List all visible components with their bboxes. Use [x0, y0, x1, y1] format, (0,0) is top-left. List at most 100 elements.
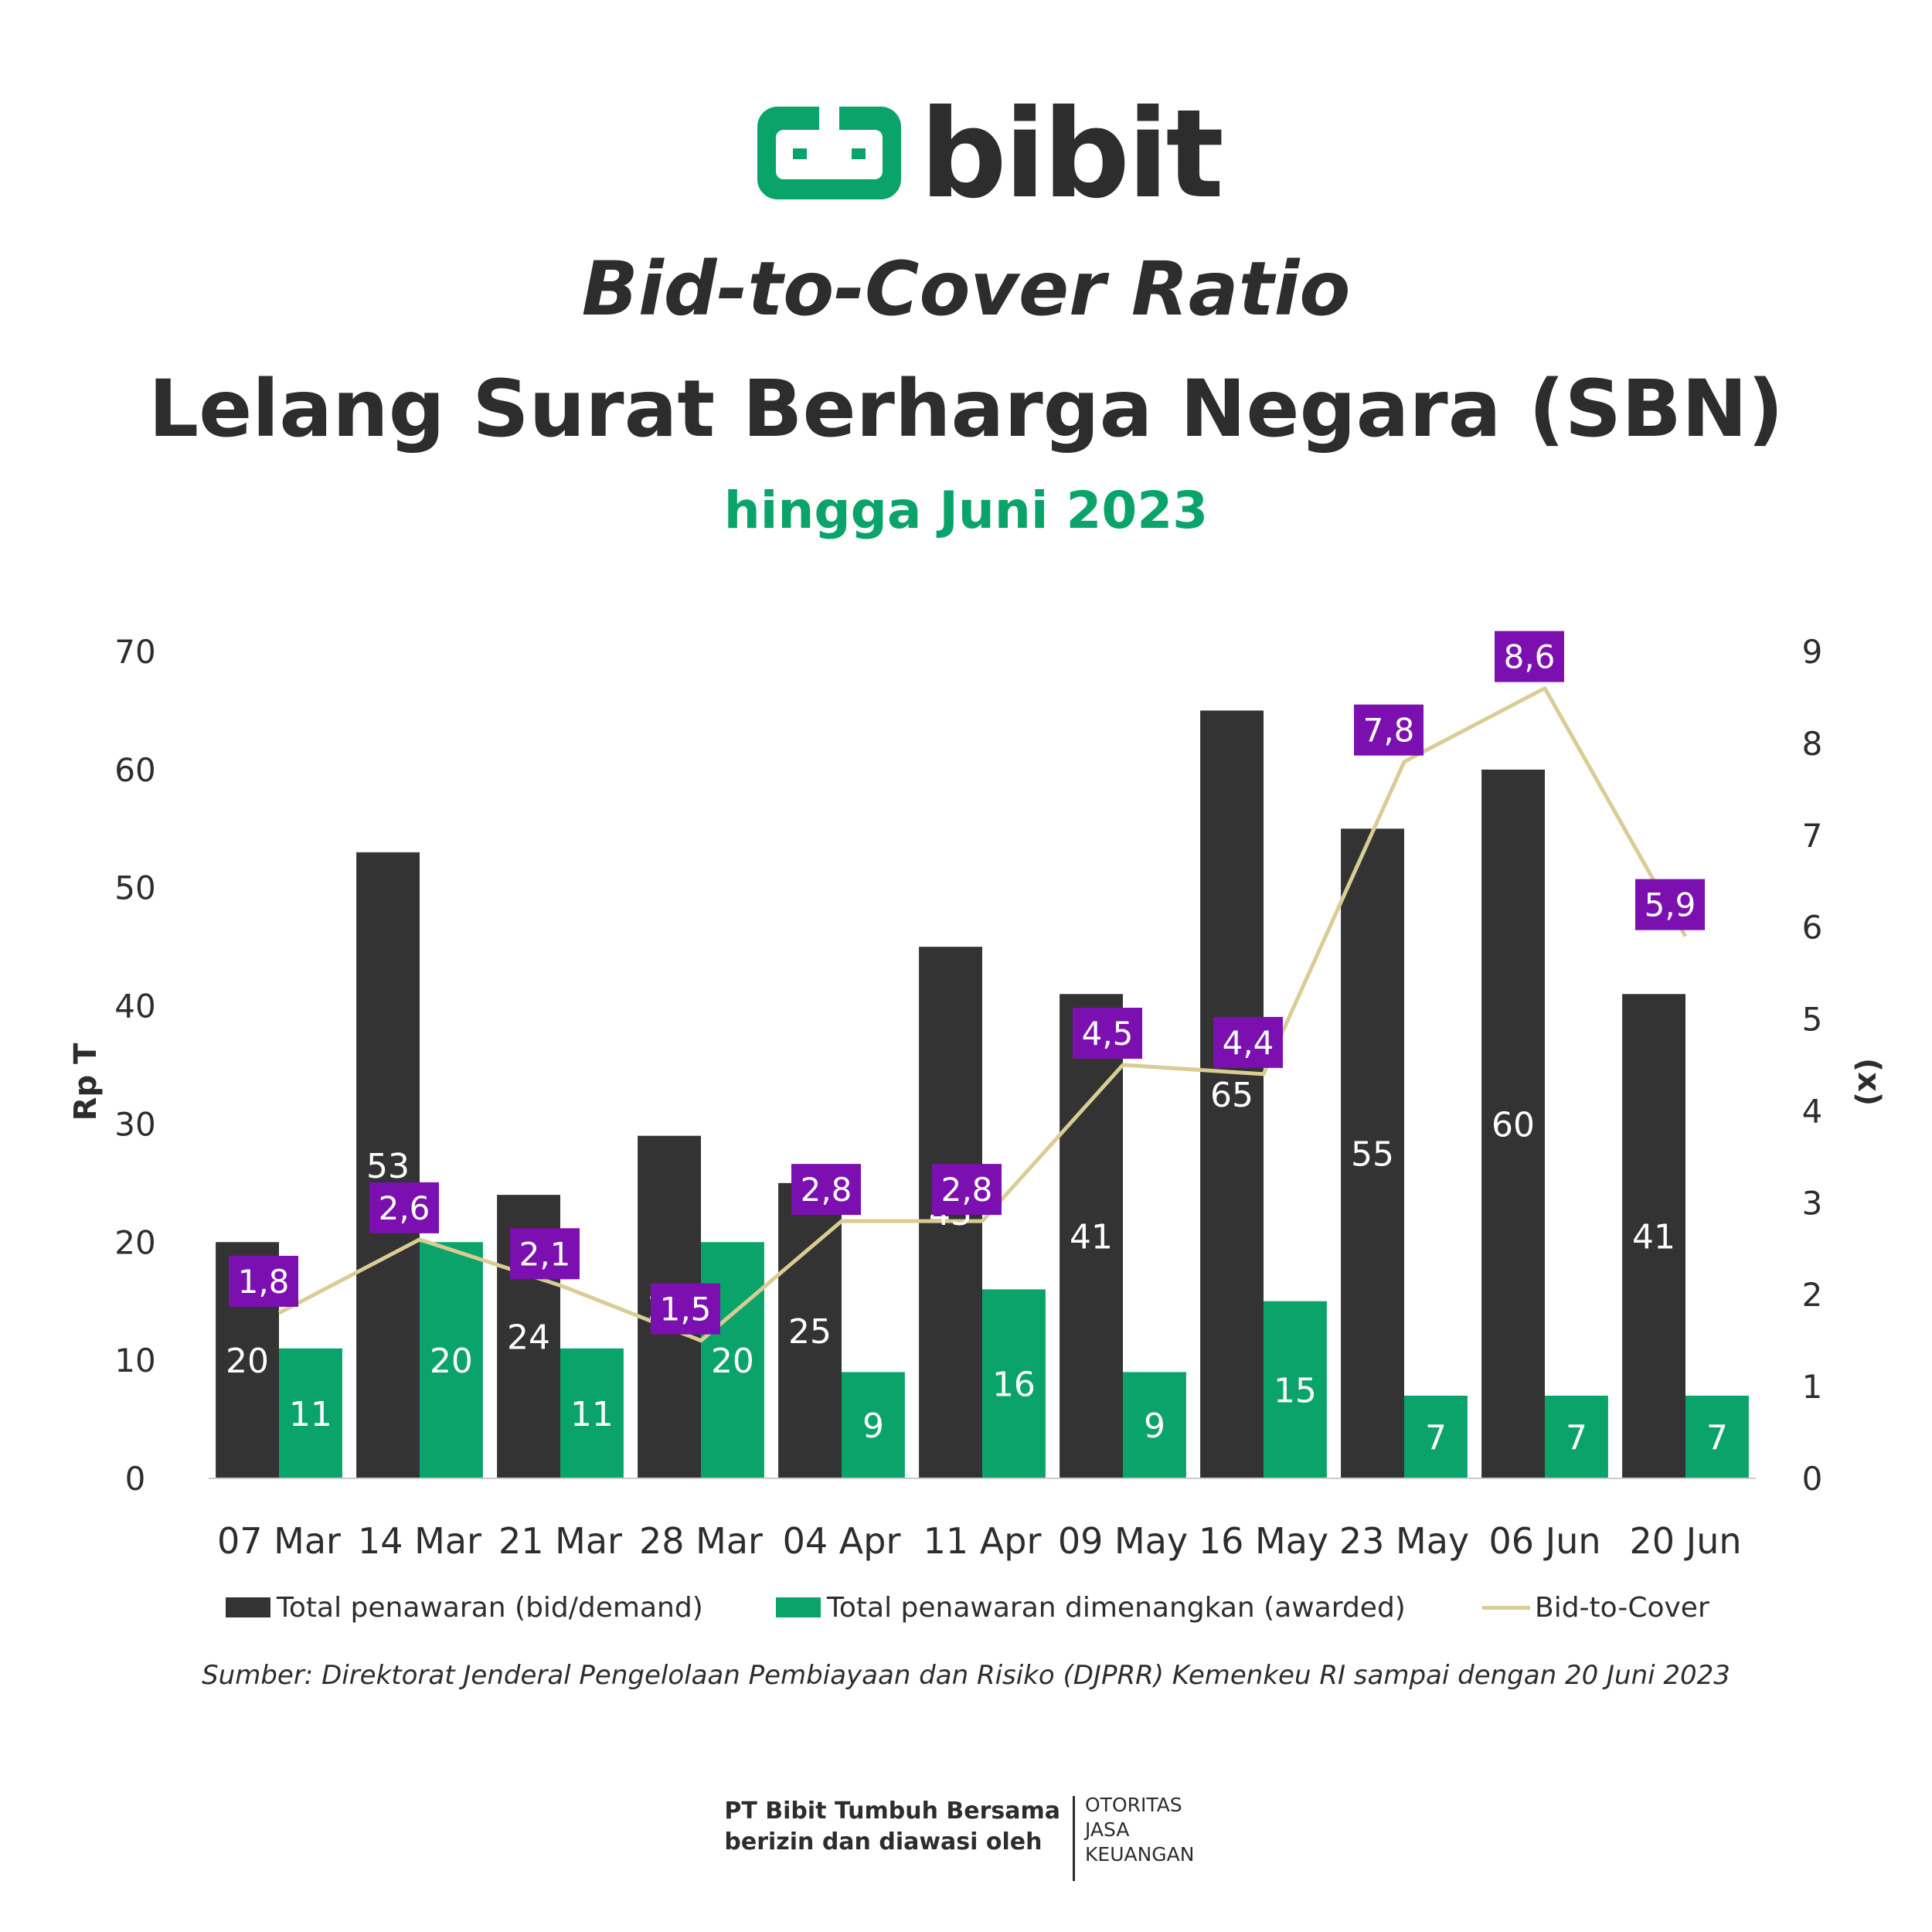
y-right-tick-label: 4 [1802, 1092, 1823, 1130]
bar-awarded-label: 15 [1274, 1371, 1317, 1410]
ojk-line-1: OTORITAS [1085, 1794, 1182, 1816]
x-tick-label: 11 Apr [923, 1520, 1042, 1562]
y-right-tick-label: 2 [1802, 1276, 1823, 1314]
btc-label-box [791, 1164, 861, 1216]
legend-swatch-bid [226, 1597, 270, 1617]
x-tick-label: 09 May [1058, 1520, 1188, 1562]
btc-label: 2,8 [941, 1171, 993, 1209]
bar-bid-label: 41 [1632, 1218, 1675, 1257]
x-tick-label: 04 Apr [783, 1520, 901, 1562]
btc-label: 2,8 [801, 1171, 852, 1209]
bar-bid-label: 20 [226, 1342, 269, 1381]
y-left-tick-label: 60 [114, 751, 155, 789]
bar-bid-label: 60 [1492, 1105, 1535, 1145]
bar-awarded-label: 20 [711, 1342, 754, 1381]
btc-label-box [1635, 879, 1705, 930]
chart-legend: Total penawaran (bid/demand) Total penaw… [0, 1588, 1932, 1627]
legend-item-btc: Bid-to-Cover [1482, 1588, 1709, 1627]
bar-awarded [842, 1372, 905, 1478]
bar-awarded-label: 7 [1706, 1419, 1728, 1458]
btc-label-box [932, 1164, 1002, 1216]
bar-awarded-label: 11 [289, 1395, 332, 1434]
bar-bid-demand [1481, 769, 1545, 1478]
legend-label-awarded: Total penawaran dimenangkan (awarded) [827, 1591, 1406, 1624]
y-left-axis-title: Rp T [68, 1043, 104, 1121]
ojk-line-2: JASA [1085, 1818, 1130, 1841]
source-note: Sumber: Direktorat Jenderal Pengelolaan … [202, 1660, 1730, 1691]
btc-label: 2,6 [379, 1189, 430, 1227]
title-line-3: hingga Juni 2023 [723, 481, 1209, 540]
y-right-tick-label: 7 [1802, 817, 1823, 855]
bar-awarded [1545, 1396, 1608, 1478]
bar-bid-label: 25 [788, 1312, 832, 1352]
bar-awarded [982, 1289, 1046, 1478]
logo-wordmark: bibit [920, 83, 1224, 226]
bar-bid-label: 55 [1351, 1135, 1394, 1175]
legend-swatch-btc [1482, 1605, 1530, 1610]
bar-bid-demand [1341, 828, 1404, 1478]
bar-awarded-label: 7 [1425, 1419, 1447, 1458]
bibit-logo: bibit [757, 83, 1236, 226]
bar-awarded-label: 16 [992, 1366, 1036, 1405]
bibit-logo-icon [757, 107, 901, 199]
y-left-tick-label: 50 [114, 869, 155, 907]
bar-awarded [1685, 1396, 1749, 1478]
bar-awarded [1123, 1372, 1186, 1478]
btc-label: 1,5 [660, 1291, 712, 1328]
footer-company-note: berizin dan diawasi oleh [724, 1828, 1043, 1855]
btc-label-box [651, 1283, 720, 1335]
bar-bid-demand [1200, 710, 1264, 1478]
bar-bid-label: 24 [507, 1318, 550, 1358]
ojk-logo: OTORITAS JASA KEUANGAN [1085, 1793, 1194, 1867]
legend-swatch-awarded [776, 1597, 821, 1617]
bar-awarded [701, 1242, 764, 1478]
x-tick-label: 20 Jun [1629, 1520, 1741, 1562]
y-right-tick-label: 8 [1802, 725, 1823, 763]
x-tick-label: 06 Jun [1488, 1520, 1600, 1562]
btc-label-box [1354, 704, 1423, 756]
y-right-tick-label: 5 [1802, 1001, 1823, 1039]
x-tick-label: 28 Mar [639, 1520, 763, 1562]
bar-awarded-label: 9 [1144, 1406, 1165, 1446]
bar-bid-demand [356, 852, 420, 1478]
btc-label: 8,6 [1504, 638, 1556, 676]
y-left-tick-label: 70 [114, 633, 155, 671]
bar-awarded [279, 1348, 342, 1478]
y-left-tick-label: 30 [114, 1105, 155, 1143]
y-right-axis-title: (x) [1851, 1058, 1886, 1106]
y-left-tick-label: 0 [125, 1460, 146, 1498]
y-right-tick-label: 6 [1802, 909, 1823, 947]
btc-label: 4,5 [1082, 1015, 1134, 1053]
bar-awarded [1404, 1396, 1468, 1478]
btc-label-box [1213, 1016, 1283, 1068]
y-right-tick-label: 0 [1802, 1460, 1823, 1498]
y-left-tick-label: 10 [114, 1342, 155, 1379]
y-left-tick-label: 20 [114, 1223, 155, 1261]
ojk-line-3: KEUANGAN [1085, 1843, 1195, 1866]
bar-awarded-label: 11 [570, 1395, 614, 1434]
btc-label-box [369, 1182, 439, 1233]
x-tick-label: 23 May [1339, 1520, 1469, 1562]
x-tick-label: 16 May [1199, 1520, 1328, 1562]
bar-bid-demand [1622, 994, 1685, 1478]
btc-label-box [1073, 1008, 1142, 1059]
x-tick-label: 14 Mar [358, 1520, 481, 1562]
btc-label: 7,8 [1363, 712, 1415, 750]
y-left-tick-label: 40 [114, 988, 155, 1026]
title-line-2: Lelang Surat Berharga Negara (SBN) [148, 363, 1784, 455]
btc-label-box [1495, 631, 1564, 682]
x-tick-label: 21 Mar [498, 1520, 622, 1562]
legend-item-bid: Total penawaran (bid/demand) [226, 1588, 703, 1627]
btc-label: 4,4 [1223, 1024, 1274, 1062]
bar-awarded [420, 1242, 483, 1478]
btc-label: 2,1 [519, 1235, 571, 1273]
bar-awarded-label: 9 [862, 1406, 884, 1446]
title-line-1: Bid-to-Cover Ratio [581, 246, 1351, 332]
bar-bid-label: 53 [366, 1147, 410, 1186]
legend-label-btc: Bid-to-Cover [1535, 1591, 1709, 1624]
y-right-tick-label: 3 [1802, 1184, 1823, 1222]
bar-bid-label: 41 [1070, 1218, 1113, 1257]
bar-awarded [560, 1348, 624, 1478]
